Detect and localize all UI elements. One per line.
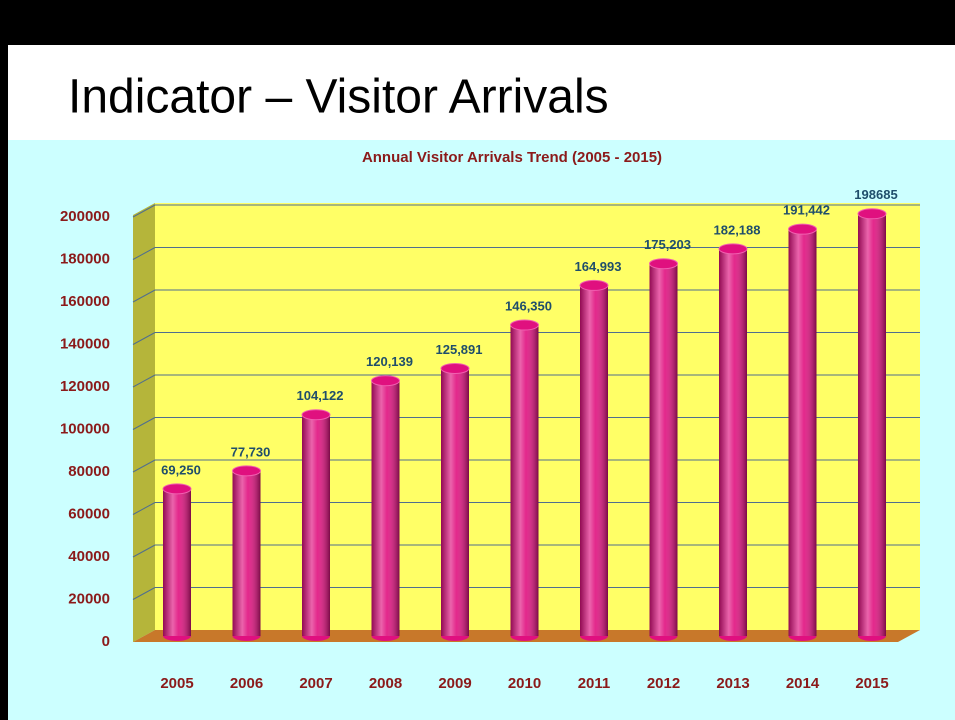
side-grid-line [132, 544, 156, 558]
bar [232, 465, 261, 641]
y-tick-label: 160000 [60, 293, 110, 310]
value-label: 125,891 [436, 342, 483, 357]
y-tick-label: 180000 [60, 250, 110, 267]
bar-cap [649, 258, 678, 270]
side-grid-line [132, 332, 156, 345]
bar-cap [510, 319, 539, 331]
bar-cap [579, 279, 609, 291]
value-label: 164,993 [575, 259, 622, 274]
bar-cap [718, 243, 748, 255]
bar-shade [441, 368, 469, 636]
bar [510, 319, 539, 641]
value-label: 182,188 [714, 222, 761, 237]
y-tick-label: 0 [102, 633, 110, 650]
y-tick-label: 80000 [68, 463, 110, 480]
value-label: 191,442 [783, 203, 830, 218]
value-label: 120,139 [366, 354, 413, 369]
x-tick-label: 2009 [438, 675, 471, 692]
bar-shade [719, 248, 747, 636]
x-tick-label: 2013 [716, 675, 749, 692]
bar-cap [162, 483, 192, 495]
chart-title: Annual Visitor Arrivals Trend (2005 - 20… [362, 149, 662, 166]
x-tick-label: 2008 [369, 675, 402, 692]
bar-cap [371, 375, 400, 387]
y-tick-label: 120000 [60, 378, 110, 395]
value-label: 175,203 [644, 237, 691, 252]
y-tick-label: 40000 [68, 548, 110, 565]
x-tick-label: 2005 [160, 675, 193, 692]
x-tick-label: 2007 [299, 675, 332, 692]
value-label: 69,250 [161, 462, 201, 477]
bar [371, 375, 400, 641]
bar [579, 279, 609, 641]
value-label: 77,730 [231, 444, 271, 459]
bar [788, 223, 817, 641]
side-grid-line [132, 502, 156, 515]
bar-cap [232, 465, 261, 477]
bar-shade [858, 213, 886, 636]
bar-shade [232, 470, 261, 636]
y-tick-label: 100000 [60, 420, 110, 437]
top-bar [0, 0, 955, 45]
bar-shade [302, 414, 330, 636]
bar-cap [440, 362, 470, 374]
side-grid-line [132, 204, 156, 218]
value-label: 104,122 [297, 388, 344, 403]
side-wall [133, 203, 155, 642]
bar-cap [301, 409, 331, 421]
bar-shade [788, 229, 817, 637]
bar [649, 258, 678, 641]
bar-shade [163, 488, 191, 636]
x-tick-label: 2014 [786, 675, 820, 692]
bar-cap [788, 223, 817, 235]
side-grid-line [132, 417, 156, 430]
side-grid-line [132, 247, 156, 260]
x-tick-label: 2006 [230, 675, 263, 692]
side-grid-line [132, 289, 156, 303]
y-tick-label: 140000 [60, 335, 110, 352]
value-label: 146,350 [505, 298, 552, 313]
y-tick-label: 60000 [68, 505, 110, 522]
bar-shade [580, 285, 608, 636]
bar-shade [371, 380, 400, 636]
y-tick-label: 20000 [68, 590, 110, 607]
side-grid-line [132, 374, 156, 388]
bar [162, 483, 192, 641]
left-border [0, 45, 8, 720]
value-label: 198685 [854, 187, 897, 202]
slide-title: Indicator – Visitor Arrivals [68, 71, 609, 124]
bar [857, 208, 887, 641]
bar [301, 409, 331, 641]
side-grid-line [132, 587, 156, 600]
bar-shade [649, 263, 678, 636]
bar-cap [857, 208, 887, 220]
x-tick-label: 2011 [578, 675, 611, 692]
x-tick-label: 2015 [855, 675, 888, 692]
y-tick-label: 200000 [60, 208, 110, 225]
side-grid-line [132, 459, 156, 473]
bar [440, 362, 470, 641]
bar-shade [510, 325, 539, 636]
bar [718, 243, 748, 641]
x-tick-label: 2010 [508, 675, 541, 692]
x-tick-label: 2012 [647, 675, 680, 692]
